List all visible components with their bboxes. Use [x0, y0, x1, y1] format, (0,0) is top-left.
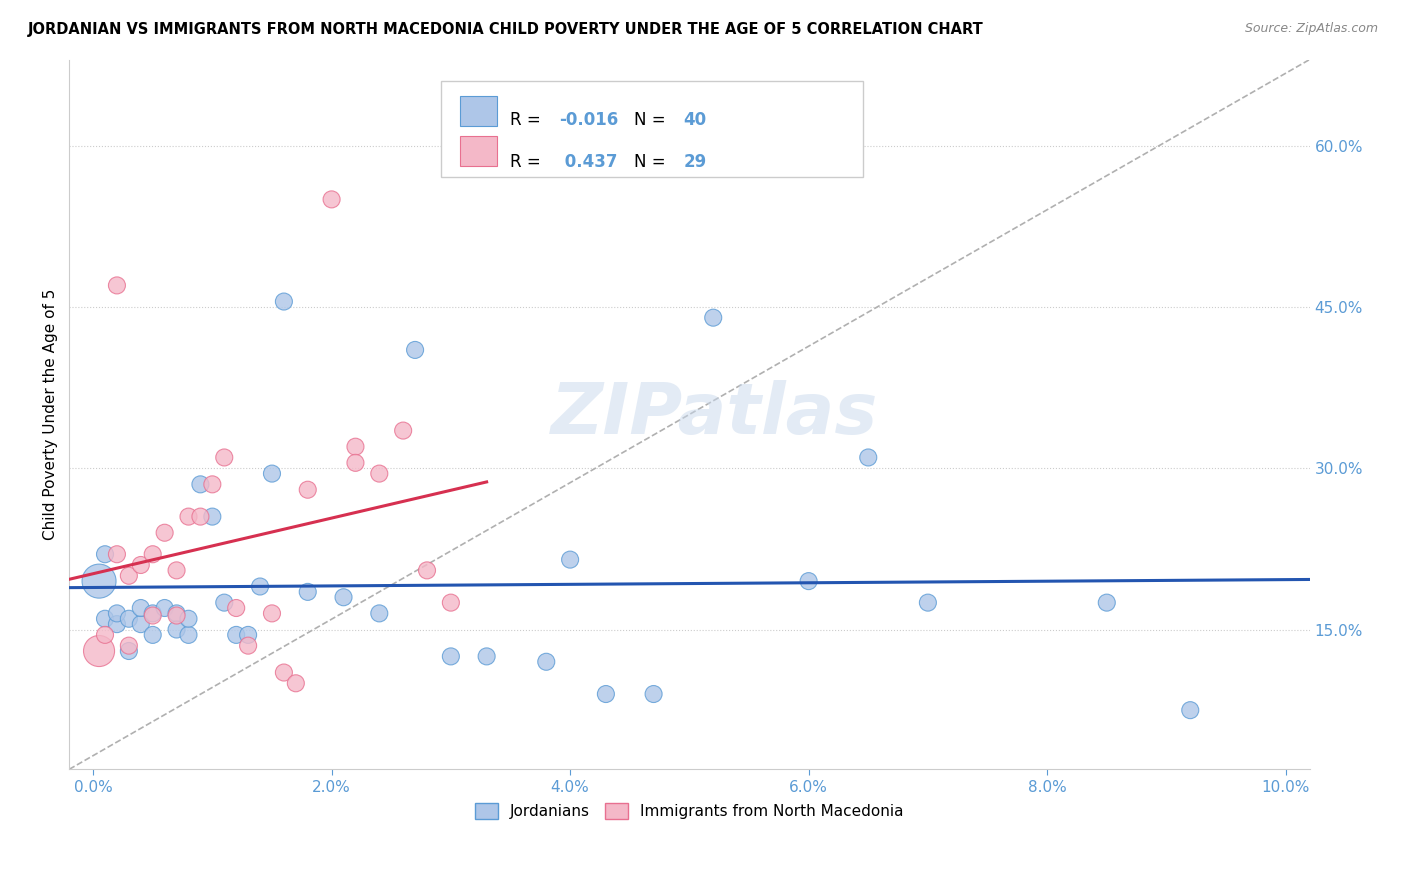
Point [129, 558, 152, 572]
Point [1180, 703, 1202, 717]
Point [297, 585, 319, 599]
Point [105, 278, 128, 293]
Point [475, 649, 498, 664]
Point [94, 547, 117, 561]
Point [797, 574, 820, 588]
Point [142, 547, 165, 561]
Text: N =: N = [634, 153, 671, 171]
Text: JORDANIAN VS IMMIGRANTS FROM NORTH MACEDONIA CHILD POVERTY UNDER THE AGE OF 5 CO: JORDANIAN VS IMMIGRANTS FROM NORTH MACED… [28, 22, 984, 37]
Text: Source: ZipAtlas.com: Source: ZipAtlas.com [1244, 22, 1378, 36]
Point [214, 596, 236, 610]
Point [177, 509, 200, 524]
Point [94, 628, 117, 642]
Point [249, 580, 271, 594]
Point [273, 665, 295, 680]
FancyBboxPatch shape [460, 136, 498, 166]
Point [297, 483, 319, 497]
Point [440, 649, 463, 664]
Point [105, 607, 128, 621]
Point [225, 628, 247, 642]
Point [129, 601, 152, 615]
Point [536, 655, 558, 669]
Point [1095, 596, 1118, 610]
Point [344, 440, 367, 454]
Text: ZIPatlas: ZIPatlas [551, 380, 877, 449]
Point [917, 596, 939, 610]
Point [166, 563, 188, 577]
Point [177, 628, 200, 642]
Point [118, 612, 141, 626]
Text: R =: R = [509, 153, 546, 171]
Point [404, 343, 426, 357]
Text: R =: R = [509, 111, 546, 128]
Point [142, 628, 165, 642]
Point [166, 623, 188, 637]
Point [129, 617, 152, 632]
Point [177, 612, 200, 626]
Point [142, 607, 165, 621]
Point [94, 612, 117, 626]
Point [201, 477, 224, 491]
Point [190, 477, 212, 491]
FancyBboxPatch shape [441, 81, 863, 177]
FancyBboxPatch shape [460, 95, 498, 126]
Point [416, 563, 439, 577]
Point [595, 687, 617, 701]
Point [105, 617, 128, 632]
Point [558, 552, 581, 566]
Legend: Jordanians, Immigrants from North Macedonia: Jordanians, Immigrants from North Macedo… [468, 797, 910, 825]
Point [273, 294, 295, 309]
Point [214, 450, 236, 465]
Point [118, 568, 141, 582]
Point [260, 467, 283, 481]
Point [260, 607, 283, 621]
Point [284, 676, 307, 690]
Point [166, 608, 188, 623]
Point [153, 525, 176, 540]
Point [332, 591, 354, 605]
Y-axis label: Child Poverty Under the Age of 5: Child Poverty Under the Age of 5 [44, 289, 58, 541]
Point [236, 639, 259, 653]
Point [368, 467, 391, 481]
Point [392, 424, 415, 438]
Point [236, 628, 259, 642]
Point [440, 596, 463, 610]
Text: N =: N = [634, 111, 671, 128]
Point [858, 450, 880, 465]
Point [190, 509, 212, 524]
Text: 40: 40 [683, 111, 706, 128]
Point [321, 193, 343, 207]
Point [87, 644, 110, 658]
Point [225, 601, 247, 615]
Text: 0.437: 0.437 [560, 153, 617, 171]
Point [344, 456, 367, 470]
Point [166, 607, 188, 621]
Text: 29: 29 [683, 153, 706, 171]
Point [643, 687, 665, 701]
Point [153, 601, 176, 615]
Text: -0.016: -0.016 [560, 111, 619, 128]
Point [368, 607, 391, 621]
Point [118, 639, 141, 653]
Point [702, 310, 724, 325]
Point [142, 608, 165, 623]
Point [105, 547, 128, 561]
Point [201, 509, 224, 524]
Point [118, 644, 141, 658]
Point [87, 574, 110, 588]
